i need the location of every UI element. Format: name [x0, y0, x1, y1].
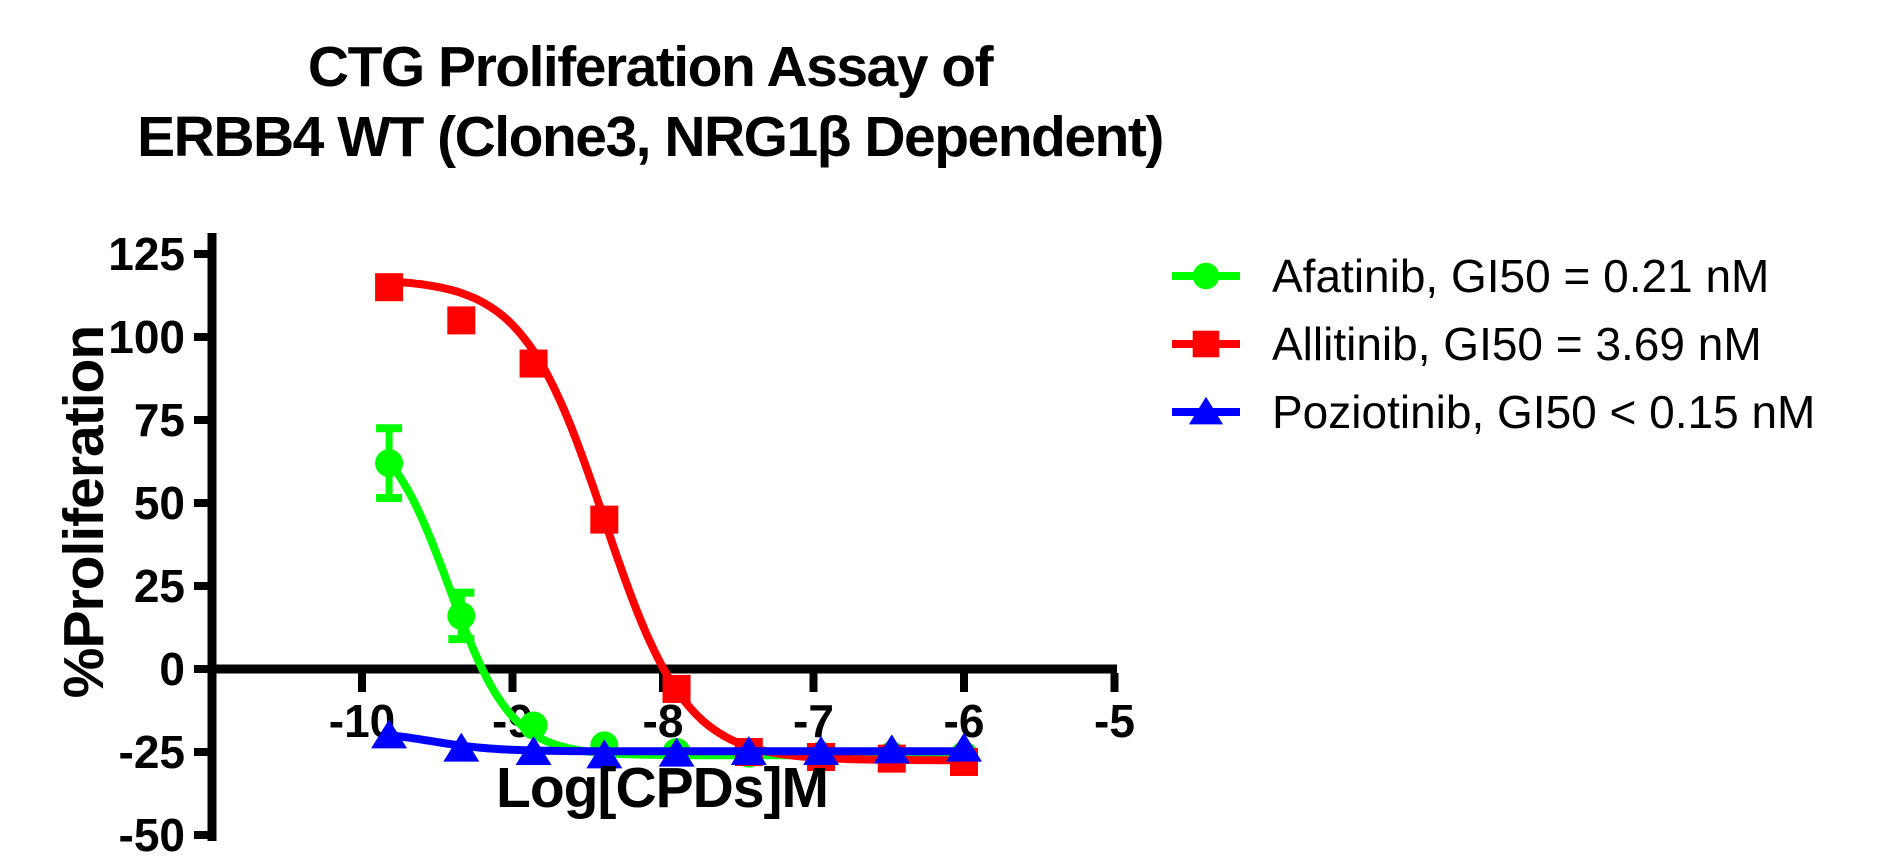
legend-item-afatinib: Afatinib, GI50 = 0.21 nM — [1170, 242, 1815, 310]
legend: Afatinib, GI50 = 0.21 nM Allitinib, GI50… — [1170, 242, 1815, 446]
y-tick-label: -25 — [119, 726, 185, 778]
chart-title-line1: CTG Proliferation Assay of — [307, 35, 994, 99]
y-tick-label: 125 — [108, 228, 185, 280]
legend-label-afatinib: Afatinib, GI50 = 0.21 nM — [1272, 250, 1770, 302]
legend-marker-triangle-icon — [1172, 396, 1240, 425]
x-tick-label: -7 — [793, 695, 834, 747]
y-tick-label: 0 — [159, 643, 185, 695]
y-tick-label: 75 — [134, 394, 185, 446]
legend-item-allitinib: Allitinib, GI50 = 3.69 nM — [1170, 310, 1815, 378]
x-tick-label: -5 — [1094, 695, 1135, 747]
y-tick-label: 50 — [134, 477, 185, 529]
series-poziotinib — [371, 719, 982, 769]
series-allitinib — [375, 273, 978, 776]
legend-marker-square-icon — [1172, 330, 1240, 358]
y-tick-label: 100 — [108, 311, 185, 363]
data-series — [371, 273, 982, 776]
y-tick-label: 25 — [134, 560, 185, 612]
legend-item-poziotinib: Poziotinib, GI50 < 0.15 nM — [1170, 378, 1815, 446]
x-axis-label: Log[CPDs]M — [496, 756, 828, 820]
y-tick-label: -50 — [119, 809, 185, 861]
legend-marker-circle-icon — [1172, 262, 1240, 290]
legend-label-poziotinib: Poziotinib, GI50 < 0.15 nM — [1272, 386, 1816, 438]
chart-title-line2: ERBB4 WT (Clone3, NRG1β Dependent) — [137, 105, 1164, 169]
legend-label-allitinib: Allitinib, GI50 = 3.69 nM — [1272, 318, 1762, 370]
y-axis-label: %Proliferation — [52, 326, 116, 698]
chart-title: CTG Proliferation Assay of ERBB4 WT (Clo… — [55, 32, 1245, 172]
